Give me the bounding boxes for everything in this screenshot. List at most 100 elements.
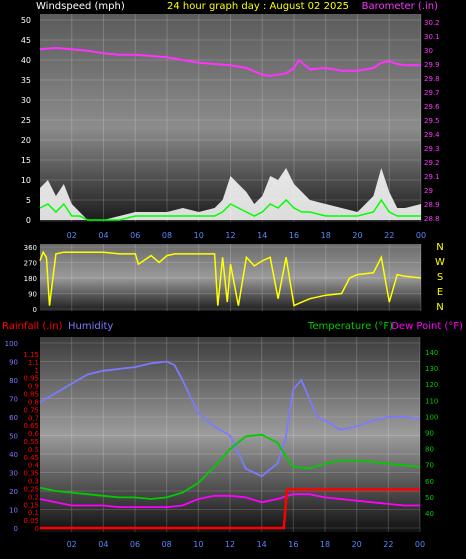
barometer-tick: 29.5: [424, 117, 440, 125]
x-tick-label: 20: [352, 231, 362, 240]
barometer-tick: 30.2: [424, 19, 440, 27]
x-tick-label: 00: [416, 231, 426, 240]
x-tick-label: 00: [415, 540, 425, 549]
barometer-tick: 30.1: [424, 33, 440, 41]
x-tick-label: 06: [130, 540, 140, 549]
humidity-tick: 50: [9, 433, 18, 441]
wind-tick: 40: [21, 56, 31, 65]
wind-direction-line: [39, 250, 422, 307]
wind-tick: 25: [21, 116, 31, 125]
barometer-tick: 29.8: [424, 75, 440, 83]
rainfall-tick: 0.9: [28, 383, 39, 391]
humidity-tick: 10: [9, 507, 18, 515]
temperature-line: [39, 433, 421, 500]
temperature-tick: 80: [425, 446, 434, 454]
rainfall-tick: 0.2: [28, 493, 39, 501]
wind-tick: 35: [21, 76, 31, 85]
rainfall-tick: 0.95: [23, 375, 39, 383]
compass-label: W: [435, 257, 445, 268]
temperature-tick: 100: [425, 413, 438, 421]
x-tick-label: 14: [257, 231, 267, 240]
rainfall-tick: 0.55: [23, 438, 39, 446]
rainfall-tick: 0.4: [28, 462, 40, 470]
direction-tick: 180: [24, 275, 37, 283]
temperature-tick: 70: [425, 462, 434, 470]
temp-x-ticks: 02 04 06 08 10 12 14 16 18 20 22 00: [67, 540, 426, 549]
humidity-tick: 0: [14, 525, 18, 533]
barometer-line: [39, 46, 421, 78]
humidity-tick: 30: [9, 470, 18, 478]
x-tick-label: 18: [321, 231, 331, 240]
compass-label: E: [437, 287, 443, 298]
rainfall-tick: 1.15: [23, 351, 39, 359]
x-tick-label: 18: [320, 540, 330, 549]
chart-title: 24 hour graph day : August 02 2025: [167, 1, 349, 12]
x-tick-label: 06: [130, 231, 140, 240]
wind-x-ticks: 02 04 06 08 10 12 14 16 18 20 22 00: [67, 231, 426, 240]
wind-tick: 5: [26, 196, 31, 205]
temperature-tick: 140: [425, 349, 438, 357]
dewpoint-axis-title: Dew Point (°F): [391, 321, 463, 332]
wind-tick: 10: [21, 176, 31, 185]
temperature-tick: 110: [425, 397, 438, 405]
rainfall-tick: 0.6: [28, 430, 40, 438]
x-tick-label: 04: [98, 231, 108, 240]
rainfall-line: [40, 488, 420, 530]
compass-label: N: [436, 242, 443, 253]
temperature-tick: 130: [425, 365, 438, 373]
x-tick-label: 16: [289, 231, 299, 240]
compass-label: N: [436, 302, 443, 313]
rainfall-tick: 1.1: [28, 359, 39, 367]
x-tick-label: 20: [352, 540, 362, 549]
humidity-tick: 80: [9, 377, 18, 385]
barometer-axis-title: Barometer (.in): [362, 1, 438, 12]
temperature-axis-title: Temperature (°F): [307, 321, 393, 332]
direction-tick: 270: [24, 260, 37, 268]
temperature-tick: 120: [425, 381, 438, 389]
barometer-tick: 29.1: [424, 173, 440, 181]
rainfall-tick: 0.7: [28, 414, 39, 422]
x-tick-label: 22: [383, 540, 393, 549]
direction-tick: 360: [24, 244, 37, 252]
rainfall-axis-title: Rainfall (.in): [2, 321, 63, 332]
x-tick-label: 10: [193, 540, 203, 549]
humidity-tick: 60: [9, 414, 18, 422]
barometer-tick: 28.8: [424, 215, 440, 223]
barometer-tick: 29.6: [424, 103, 440, 111]
x-tick-label: 10: [194, 231, 204, 240]
humidity-tick: 40: [9, 451, 18, 459]
rainfall-tick: 0.35: [23, 470, 39, 478]
barometer-y-ticks: 30.2 30.1 30 29.9 29.8 29.7 29.6 29.5 29.4 29.3 29…: [424, 19, 440, 223]
rainfall-tick: 0.25: [23, 485, 39, 493]
barometer-tick: 29.3: [424, 145, 440, 153]
rainfall-tick: 0.3: [28, 478, 39, 486]
x-tick-label: 12: [225, 231, 235, 240]
barometer-tick: 29.9: [424, 61, 440, 69]
direction-y-ticks: 360 270 180 90 0: [24, 244, 37, 314]
temp-panel-series: [39, 360, 421, 530]
rainfall-tick: 0.85: [23, 391, 39, 399]
x-tick-label: 16: [288, 540, 298, 549]
temperature-tick: 50: [425, 494, 434, 502]
compass-label: S: [437, 272, 443, 283]
x-tick-label: 14: [257, 540, 267, 549]
barometer-tick: 29.2: [424, 159, 440, 167]
x-tick-label: 08: [162, 540, 172, 549]
rainfall-tick: 0.8: [28, 398, 39, 406]
humidity-tick: 20: [9, 488, 18, 496]
wind-tick: 50: [21, 16, 31, 25]
wind-tick: 30: [21, 96, 31, 105]
x-tick-label: 02: [67, 540, 77, 549]
x-tick-label: 22: [384, 231, 394, 240]
rainfall-tick: 0.75: [23, 406, 39, 414]
direction-panel-bg: [40, 244, 421, 311]
x-tick-label: 02: [67, 231, 77, 240]
barometer-tick: 29.4: [424, 131, 440, 139]
humidity-tick: 100: [5, 340, 18, 348]
humidity-tick: 90: [9, 359, 18, 367]
temperature-y-ticks: 140 130 120 110 100 90 80 70 60 50 40: [425, 349, 438, 518]
humidity-line: [39, 360, 421, 478]
